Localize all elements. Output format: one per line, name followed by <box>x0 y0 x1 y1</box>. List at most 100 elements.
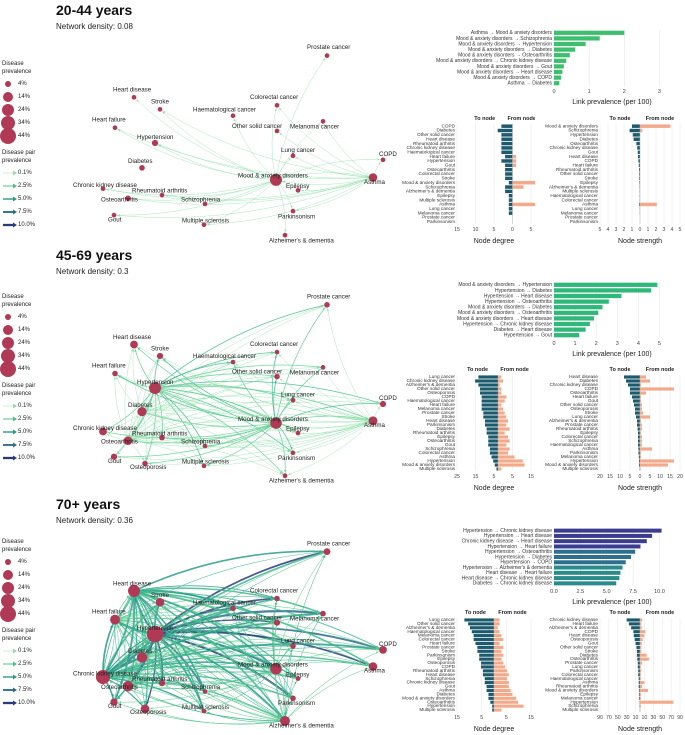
x-tick-label: 70 <box>606 715 612 721</box>
edge-arrowhead <box>234 365 237 368</box>
from-node-bar <box>498 435 508 439</box>
from-node-bar <box>640 622 642 626</box>
node-schizophrenia <box>202 201 208 207</box>
link-bar <box>554 549 636 554</box>
pair-arrow-head <box>13 403 17 409</box>
node-heart-failure <box>112 125 118 131</box>
from-node-bar <box>498 467 502 471</box>
to-node-bar <box>488 696 494 700</box>
edge-arrowhead <box>145 404 149 408</box>
edge <box>284 420 374 476</box>
from-node-bar <box>640 641 642 646</box>
from-node-bar <box>640 399 641 403</box>
node-label: Mood & anxiety disorders <box>402 180 456 185</box>
node-label: Osteoarthritis <box>427 167 456 172</box>
from-node-bar <box>498 431 505 435</box>
node-label: Diabetes <box>128 402 152 409</box>
edge-arrowhead <box>133 688 137 691</box>
node-label: Heart failure <box>92 609 126 616</box>
from-node-bar <box>498 443 507 447</box>
edge <box>154 142 277 181</box>
edge <box>326 304 374 421</box>
edge <box>133 590 294 699</box>
prevalence-label: 44% <box>18 611 31 617</box>
node-label: Epilepsy <box>286 671 310 678</box>
edge-arrowhead <box>301 189 304 192</box>
edge-arrowhead <box>320 551 323 554</box>
node-label: Rheumatoid arthritis <box>132 430 187 437</box>
prevalence-legend-item: 44% <box>0 127 52 145</box>
edge-arrowhead <box>207 463 210 466</box>
edge <box>127 602 161 687</box>
edge-arrowhead <box>118 129 121 132</box>
edge <box>114 619 205 712</box>
panel-20-44: 20-44 years Network density: 0.08 Diseas… <box>0 0 685 245</box>
edge <box>141 411 294 454</box>
from-node-bar <box>512 163 517 168</box>
node-degree-chart: To node From node 25 15 5 5 15 Lung cancerChron… <box>402 367 534 492</box>
to-node-bar <box>637 661 640 665</box>
edge <box>154 631 374 668</box>
prevalence-legend-item: 44% <box>0 605 52 623</box>
edge <box>102 422 277 439</box>
node-label: COPD <box>441 394 455 399</box>
to-node-bar <box>508 207 513 211</box>
edge <box>127 671 299 687</box>
link-label: Hypertension → Chronic kidney disease <box>463 528 552 534</box>
edge <box>114 373 129 441</box>
edge-arrowhead <box>301 432 304 435</box>
node-degree-chart: To node From node 15 10 5 0 5 COPDDiabetesOther… <box>402 116 535 245</box>
to-node-bar <box>638 439 640 443</box>
node-osteoarthritis <box>123 436 133 445</box>
x-tick-label: 3 <box>615 227 618 233</box>
edge <box>133 550 328 592</box>
node-label: Stroke <box>151 592 169 599</box>
node-label: COPD <box>441 664 455 669</box>
to-node-header: To node <box>465 610 486 616</box>
node-label: Rheumatoid arthritis <box>413 430 456 435</box>
node-label: Osteoporosis <box>570 637 598 642</box>
node-label: Asthma <box>582 680 598 685</box>
x-tick-label: 25 <box>454 474 460 480</box>
edge-arrowhead <box>207 221 210 225</box>
to-node-bar <box>626 618 640 622</box>
edge <box>102 177 374 200</box>
edge <box>159 109 277 181</box>
edge <box>159 355 277 424</box>
node-lung-cancer <box>290 643 296 649</box>
edge <box>127 613 324 687</box>
x-tick-label: 5.0 <box>603 589 611 595</box>
node-label: Other solid cancer <box>560 644 598 649</box>
prevalence-legend-item: 24% <box>1 103 52 117</box>
x-tick-label: 2.5 <box>577 589 585 595</box>
x-tick-label: 10 <box>633 715 639 721</box>
to-node-bar <box>639 172 640 176</box>
node-label: Chronic kidney disease <box>73 671 138 678</box>
edge-arrowhead <box>107 427 111 430</box>
from-node-bar <box>640 387 674 391</box>
node-label: Alzheimer's & dementia <box>549 184 598 189</box>
to-node-bar <box>486 688 494 693</box>
from-node-bar <box>640 688 648 693</box>
node-epilepsy <box>295 187 301 193</box>
x-tick-label: 50 <box>659 715 665 721</box>
to-node-bar <box>636 141 640 146</box>
edge-arrowhead <box>324 124 327 127</box>
to-node-bar <box>638 455 640 459</box>
node-label: Rheumatoid arthritis <box>413 668 456 673</box>
to-node-bar <box>492 704 494 708</box>
x-tick-label: 4 <box>637 341 640 347</box>
from-node-bar <box>512 154 517 159</box>
node-label: Stroke <box>584 410 598 415</box>
pair-label: 2.5% <box>18 183 32 189</box>
link-prevalence-chart: 0.0 2.5 5.0 7.5 10.0 Hypertension → Chronic k… <box>462 528 665 606</box>
to-node-bar <box>478 375 499 379</box>
edge <box>141 638 384 658</box>
edge <box>127 440 286 476</box>
edge-arrowhead <box>279 107 282 111</box>
edge <box>127 367 324 441</box>
edge <box>127 177 374 205</box>
link-label: Mood & anxiety disorders → Schizophrenia <box>456 36 552 42</box>
to-node-bar <box>481 403 499 407</box>
